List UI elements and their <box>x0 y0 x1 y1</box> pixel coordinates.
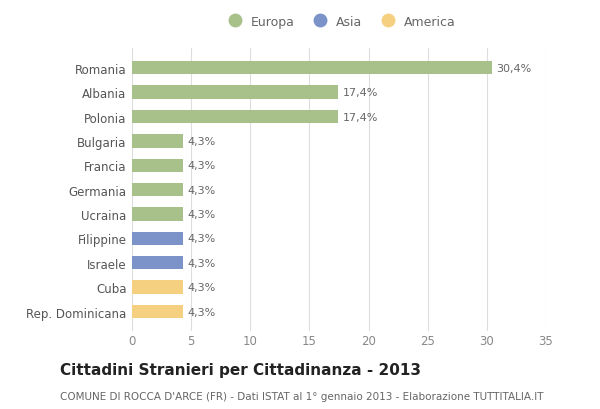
Text: 17,4%: 17,4% <box>343 112 378 122</box>
Text: 4,3%: 4,3% <box>188 209 216 220</box>
Text: 4,3%: 4,3% <box>188 161 216 171</box>
Legend: Europa, Asia, America: Europa, Asia, America <box>220 13 458 31</box>
Text: 4,3%: 4,3% <box>188 258 216 268</box>
Bar <box>132 232 183 245</box>
Text: Cittadini Stranieri per Cittadinanza - 2013: Cittadini Stranieri per Cittadinanza - 2… <box>60 362 421 377</box>
Bar <box>132 184 183 197</box>
Text: 30,4%: 30,4% <box>496 64 532 74</box>
Bar <box>132 110 338 124</box>
Bar <box>132 135 183 148</box>
Text: 4,3%: 4,3% <box>188 234 216 244</box>
Bar <box>132 305 183 319</box>
Text: 17,4%: 17,4% <box>343 88 378 98</box>
Text: 4,3%: 4,3% <box>188 137 216 146</box>
Bar <box>132 86 338 100</box>
Text: 4,3%: 4,3% <box>188 283 216 292</box>
Text: COMUNE DI ROCCA D'ARCE (FR) - Dati ISTAT al 1° gennaio 2013 - Elaborazione TUTTI: COMUNE DI ROCCA D'ARCE (FR) - Dati ISTAT… <box>60 391 544 401</box>
Bar <box>132 159 183 173</box>
Text: 4,3%: 4,3% <box>188 185 216 195</box>
Text: 4,3%: 4,3% <box>188 307 216 317</box>
Bar <box>132 281 183 294</box>
Bar <box>132 208 183 221</box>
Bar <box>132 256 183 270</box>
Bar <box>132 62 491 75</box>
